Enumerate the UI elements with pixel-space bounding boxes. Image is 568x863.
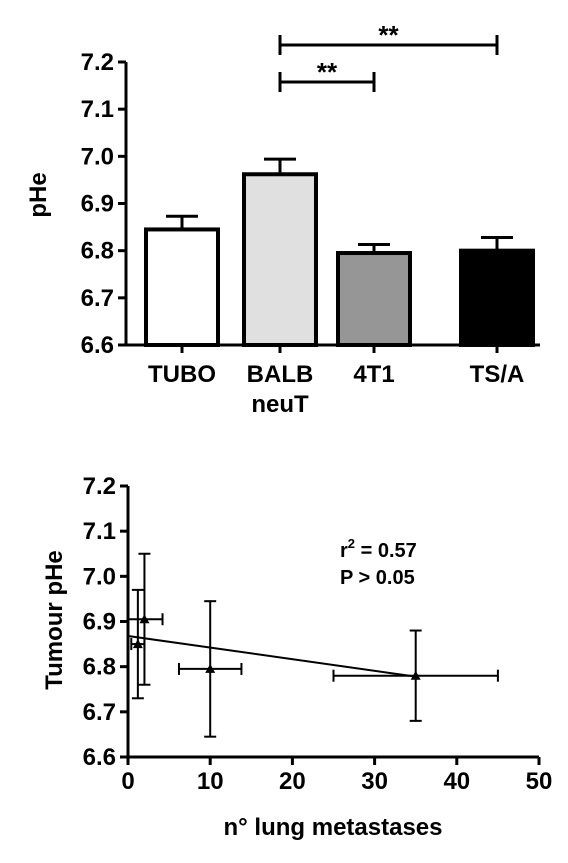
bar-y-tick-label: 6.6 — [81, 332, 114, 359]
scatter-chart: 6.6 6.7 6.8 6.9 7.0 7.1 7.2 0 10 20 30 40 50 Tumour… — [41, 473, 552, 841]
scatter-x-tick-label: 40 — [443, 768, 470, 795]
bar-y-axis-label: pHe — [25, 172, 52, 217]
r-squared-annotation: r2 = 0.57 — [340, 536, 417, 562]
bar-category-sublabel: neuT — [251, 391, 309, 418]
scatter-y-tick-label: 6.9 — [83, 609, 116, 636]
bar-category-label: BALB — [247, 361, 314, 388]
bar-y-tick-label: 7.1 — [81, 96, 114, 123]
data-point — [139, 614, 150, 624]
regression-line — [127, 634, 416, 678]
scatter-y-tick-label: 7.1 — [83, 518, 116, 545]
bar-y-tick-label: 6.8 — [81, 238, 114, 265]
data-point — [132, 639, 143, 649]
scatter-y-tick-label: 7.0 — [83, 563, 116, 590]
scatter-x-tick-label: 0 — [121, 768, 134, 795]
significance-label: ** — [378, 20, 399, 50]
r-squared-label: r — [340, 540, 348, 562]
bar — [144, 227, 220, 347]
bar-y-tick-label: 6.7 — [81, 285, 114, 312]
bar-chart: 6.6 6.7 6.8 6.9 7.0 7.1 7.2 ** ** pHe TUBO BALB n… — [25, 20, 540, 418]
data-point — [205, 663, 216, 673]
scatter-x-tick-label: 20 — [279, 768, 306, 795]
bar-y-tick-label: 7.2 — [81, 49, 114, 76]
bar-category-label: TS/A — [470, 361, 525, 388]
bar-y-tick-label: 7.0 — [81, 143, 114, 170]
bar — [336, 251, 412, 347]
scatter-y-tick-label: 6.8 — [83, 654, 116, 681]
bar — [242, 172, 318, 347]
scatter-y-axis-label: Tumour pHe — [41, 550, 68, 690]
bar-category-label: TUBO — [148, 361, 216, 388]
scatter-y-tick-label: 6.7 — [83, 699, 116, 726]
scatter-x-axis-label: n° lung metastases — [224, 814, 443, 841]
scatter-x-tick-label: 10 — [197, 768, 224, 795]
bar — [459, 248, 535, 348]
scatter-y-tick-label: 6.6 — [83, 744, 116, 771]
r-squared-value: = 0.57 — [355, 540, 417, 562]
scatter-y-tick-label: 7.2 — [83, 473, 116, 500]
scatter-x-tick-label: 30 — [361, 768, 388, 795]
bar-y-tick-label: 6.9 — [81, 191, 114, 218]
r-squared-superscript: 2 — [348, 536, 355, 551]
bar-category-label: 4T1 — [353, 361, 394, 388]
p-value-annotation: P > 0.05 — [340, 567, 415, 589]
scatter-x-tick-label: 50 — [526, 768, 553, 795]
significance-label: ** — [317, 57, 338, 87]
data-point — [410, 670, 421, 680]
